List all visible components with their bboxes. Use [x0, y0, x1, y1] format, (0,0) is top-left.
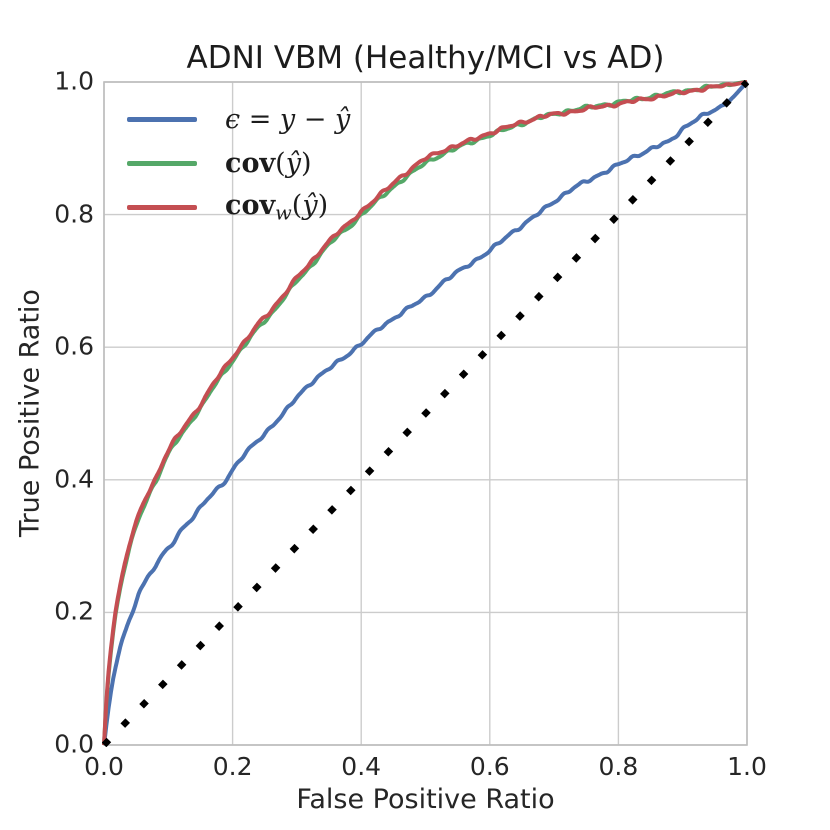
x-tick-label: 0.4	[341, 752, 382, 781]
legend-label-cov-weighted: covw(ŷ)	[225, 190, 328, 224]
legend-label-part: (	[291, 189, 303, 221]
y-tick-label: 0.0	[54, 729, 94, 759]
y-tick-label: 0.4	[54, 464, 94, 494]
x-tick-label: 0.6	[469, 752, 510, 781]
legend-label-part: y	[279, 103, 296, 135]
x-tick-label: 0.2	[212, 752, 253, 781]
legend-label-part: )	[317, 189, 329, 221]
legend-label-part: ŷ	[285, 147, 301, 179]
legend-label-part: )	[300, 147, 312, 179]
y-tick-label: 1.0	[54, 66, 94, 96]
legend-item-residual: ϵ = y − ŷ	[127, 104, 350, 135]
legend-label-part: ŷ	[334, 103, 351, 135]
legend-label-residual: ϵ = y − ŷ	[225, 104, 350, 135]
y-tick-label: 0.6	[54, 331, 94, 361]
legend-line-cov	[127, 160, 197, 166]
y-tick-label: 0.8	[54, 198, 94, 228]
x-tick-label: 1.0	[727, 752, 767, 781]
y-tick-label: 0.2	[54, 596, 94, 626]
legend-label-part: =	[240, 103, 280, 135]
legend-label-part: −	[295, 103, 335, 135]
x-axis-label: False Positive Ratio	[296, 784, 555, 815]
y-axis-label: True Positive Ratio	[14, 289, 46, 537]
legend-label-part: cov	[225, 189, 276, 221]
legend-line-cov-weighted	[127, 204, 197, 210]
legend-label-part: cov	[225, 147, 276, 179]
roc-curve-residual	[102, 80, 749, 746]
plot-border	[103, 81, 748, 746]
legend-label-part: w	[275, 201, 292, 225]
x-tick-label: 0.8	[598, 752, 639, 781]
chance-line-chance-diagonal	[102, 80, 749, 747]
chart-title: ADNI VBM (Healthy/MCI vs AD)	[186, 40, 665, 76]
legend-line-residual	[127, 116, 197, 122]
legend-label-part: ŷ	[302, 189, 318, 221]
legend-label-part: (	[275, 147, 286, 179]
legend-item-cov-weighted: covw(ŷ)	[127, 190, 328, 224]
roc-curve-cov-weighted	[102, 80, 748, 746]
legend-label-part: ϵ	[225, 103, 241, 135]
legend-item-cov: cov(ŷ)	[127, 148, 312, 179]
x-tick-label: 0.0	[84, 752, 124, 781]
legend-label-cov: cov(ŷ)	[225, 148, 312, 179]
